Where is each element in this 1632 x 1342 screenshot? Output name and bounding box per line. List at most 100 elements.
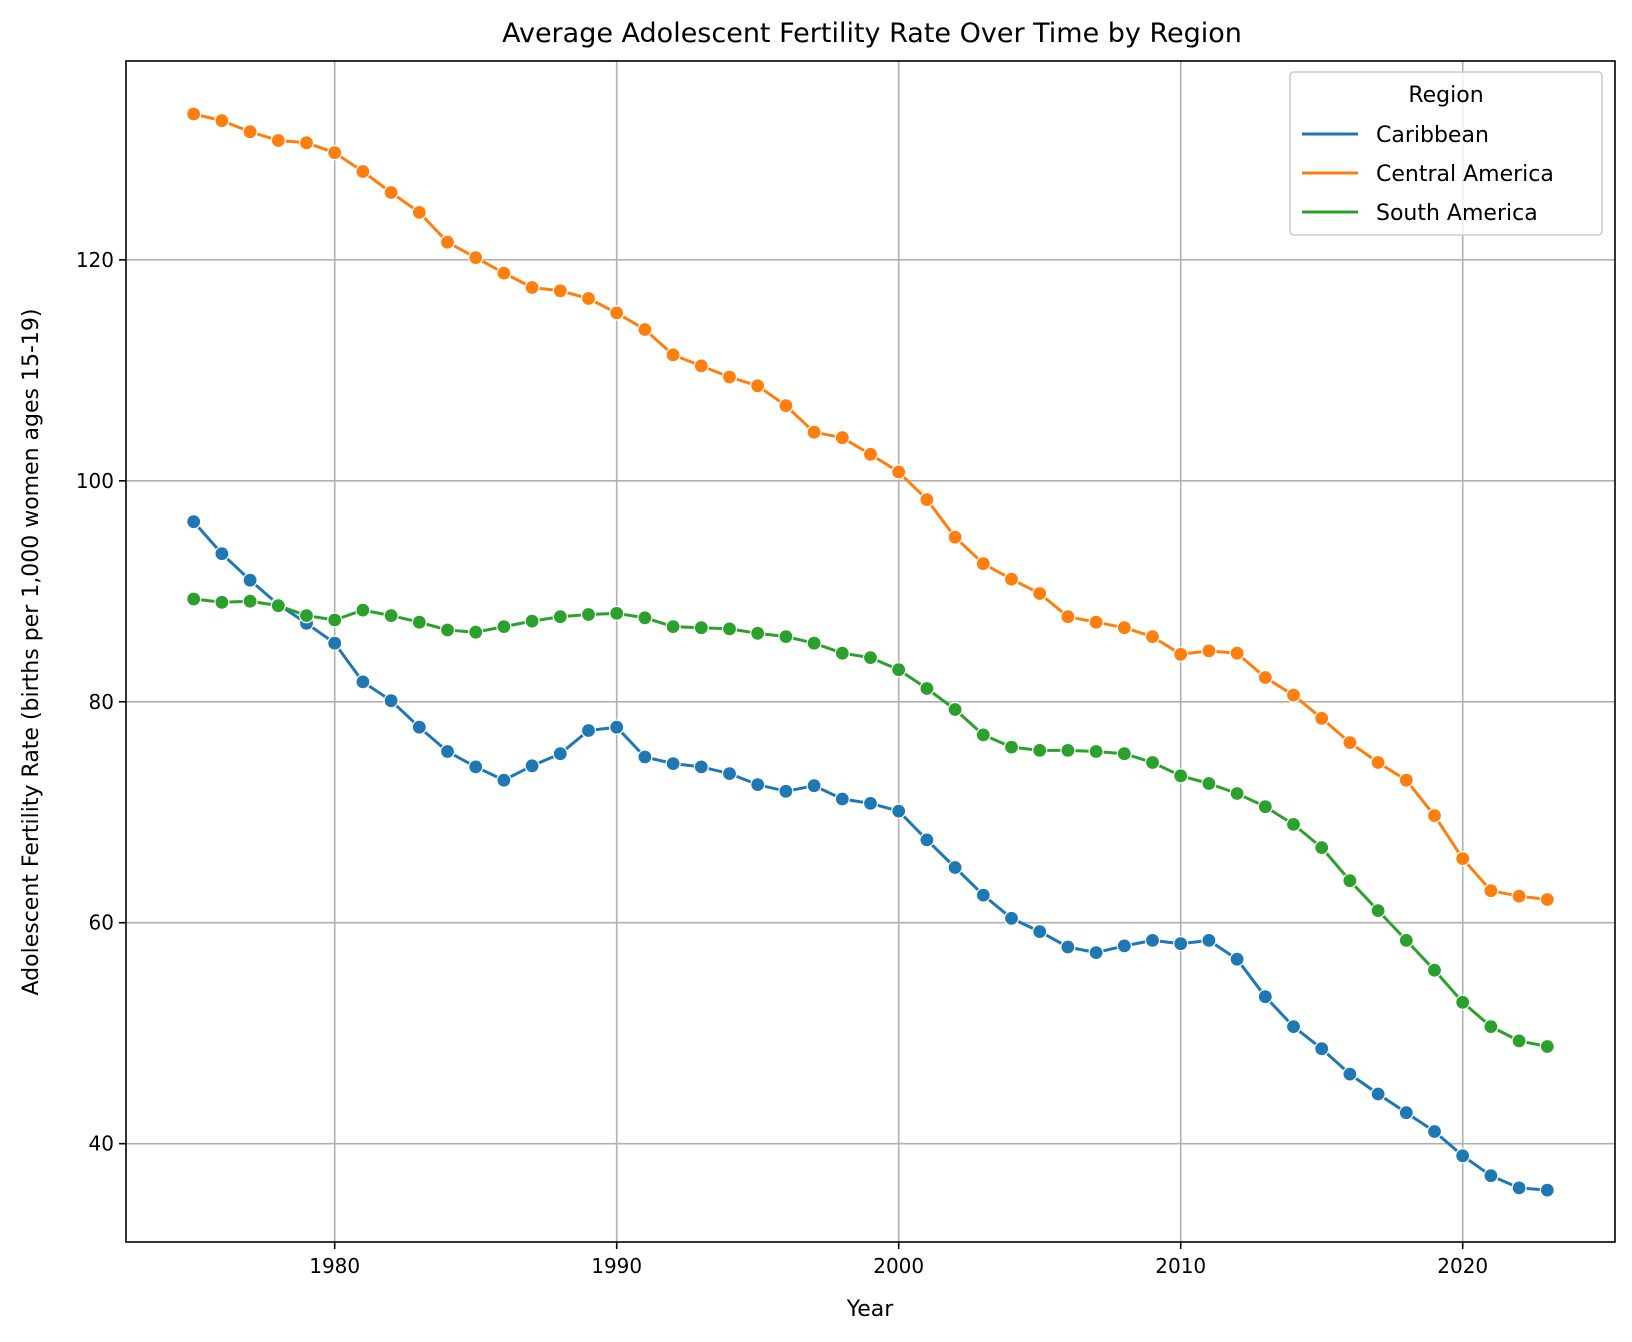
data-point-caribbean: [778, 783, 794, 799]
data-point-caribbean: [665, 755, 681, 772]
data-point-central-america: [721, 369, 738, 385]
data-point-caribbean: [1426, 1123, 1443, 1140]
data-point-caribbean: [1173, 936, 1189, 952]
data-point-south-america: [298, 607, 315, 624]
data-point-central-america: [1539, 891, 1555, 908]
data-point-central-america: [609, 305, 625, 321]
data-point-south-america: [1426, 962, 1443, 978]
data-point-south-america: [580, 606, 597, 623]
data-point-caribbean: [327, 635, 343, 651]
series-layer: [186, 106, 1555, 1198]
data-point-central-america: [468, 250, 484, 266]
data-point-south-america: [1285, 816, 1302, 833]
data-point-caribbean: [1060, 939, 1076, 955]
data-point-caribbean: [750, 776, 766, 793]
x-axis: 1980 1990 2000 2010 2020: [309, 1242, 1488, 1278]
data-point-central-america: [947, 529, 963, 545]
data-point-caribbean: [1088, 944, 1104, 961]
data-point-south-america: [1342, 873, 1358, 889]
data-point-central-america: [919, 492, 935, 508]
data-point-central-america: [1229, 645, 1245, 661]
data-point-south-america: [242, 593, 258, 609]
data-point-south-america: [383, 607, 399, 624]
data-point-central-america: [637, 321, 653, 338]
data-point-central-america: [242, 124, 258, 140]
series-line-south-america: [193, 597, 1548, 1048]
data-point-caribbean: [806, 778, 822, 794]
x-tick-label: 2010: [1155, 1254, 1206, 1278]
data-point-south-america: [1032, 742, 1048, 759]
data-point-central-america: [439, 234, 456, 250]
data-point-south-america: [327, 612, 343, 628]
data-point-caribbean: [862, 795, 879, 812]
data-point-caribbean: [1455, 1148, 1471, 1164]
data-point-caribbean: [975, 887, 991, 903]
data-point-south-america: [1539, 1038, 1555, 1055]
data-point-caribbean: [383, 693, 399, 709]
data-point-south-america: [1173, 768, 1189, 784]
data-point-caribbean: [1144, 932, 1161, 949]
data-point-south-america: [1144, 754, 1161, 771]
data-point-central-america: [327, 145, 343, 161]
data-point-central-america: [1144, 628, 1161, 645]
x-tick-label: 2000: [873, 1254, 924, 1278]
data-point-central-america: [1398, 772, 1414, 788]
x-tick-label: 2020: [1437, 1254, 1488, 1278]
data-point-south-america: [721, 621, 738, 637]
data-point-caribbean: [834, 791, 850, 807]
data-point-central-america: [862, 446, 879, 462]
data-point-central-america: [1370, 754, 1386, 771]
data-point-central-america: [1314, 710, 1330, 726]
data-point-south-america: [862, 649, 879, 666]
data-point-south-america: [1455, 994, 1471, 1010]
data-point-south-america: [524, 613, 540, 629]
data-point-south-america: [1483, 1018, 1499, 1035]
data-point-south-america: [496, 618, 512, 635]
data-point-central-america: [834, 430, 850, 446]
data-point-south-america: [1511, 1033, 1527, 1049]
legend-label-caribbean: Caribbean: [1376, 123, 1489, 148]
data-point-central-america: [1088, 614, 1104, 630]
data-point-south-america: [1257, 799, 1273, 815]
x-tick-label: 1990: [591, 1254, 642, 1278]
data-point-central-america: [1173, 646, 1189, 662]
data-point-caribbean: [355, 674, 371, 690]
data-point-caribbean: [580, 722, 597, 739]
data-point-caribbean: [919, 832, 935, 848]
data-point-central-america: [214, 113, 230, 129]
chart-title: Average Adolescent Fertility Rate Over T…: [502, 18, 1242, 49]
data-point-central-america: [411, 204, 427, 220]
data-point-central-america: [1257, 669, 1273, 686]
data-point-central-america: [778, 398, 794, 414]
data-point-central-america: [1342, 734, 1358, 751]
data-point-central-america: [1483, 883, 1499, 899]
data-point-caribbean: [1285, 1018, 1302, 1035]
data-point-central-america: [1511, 888, 1527, 904]
data-point-central-america: [496, 265, 512, 281]
y-tick-label: 60: [89, 911, 114, 935]
data-point-central-america: [1285, 687, 1302, 703]
data-point-central-america: [1426, 807, 1443, 824]
data-point-caribbean: [1314, 1041, 1330, 1057]
data-point-caribbean: [214, 546, 230, 562]
legend-label-central-america: Central America: [1376, 162, 1554, 187]
data-point-caribbean: [552, 746, 568, 762]
data-point-south-america: [270, 598, 286, 614]
data-point-central-america: [975, 556, 991, 572]
data-point-central-america: [806, 424, 822, 440]
data-point-south-america: [947, 701, 963, 718]
data-point-central-america: [891, 464, 907, 480]
data-point-caribbean: [693, 759, 709, 775]
data-point-central-america: [1032, 585, 1048, 602]
data-point-south-america: [1116, 746, 1132, 762]
data-point-caribbean: [1511, 1180, 1527, 1196]
data-point-south-america: [552, 609, 568, 625]
x-tick-label: 1980: [309, 1254, 360, 1278]
data-point-south-america: [750, 625, 766, 641]
y-axis-label: Adolescent Fertility Rate (births per 1,…: [19, 308, 44, 995]
data-point-caribbean: [891, 803, 907, 819]
y-tick-label: 40: [89, 1132, 114, 1156]
data-point-caribbean: [496, 772, 512, 788]
legend: Region Caribbean Central America South Ame…: [1289, 71, 1603, 236]
